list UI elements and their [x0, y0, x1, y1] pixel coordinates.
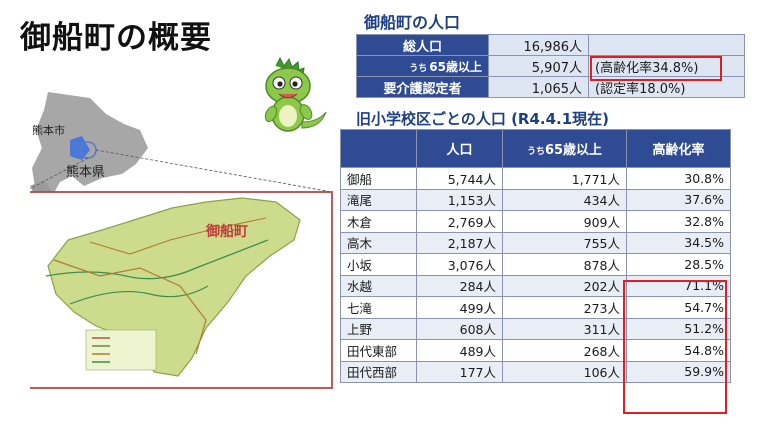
table-row: 田代東部 489人 268人 54.8%	[340, 339, 731, 362]
population-header: 人口	[416, 129, 503, 168]
total-population-note	[588, 34, 745, 56]
elderly-cell: 311人	[502, 317, 627, 340]
rate-cell: 71.1%	[626, 274, 731, 297]
table-row: 滝尾 1,153人 434人 37.6%	[340, 188, 731, 211]
rate-cell: 59.9%	[626, 360, 731, 383]
table-row: 小坂 3,076人 878人 28.5%	[340, 253, 731, 276]
table-row: 木倉 2,769人 909人 32.8%	[340, 210, 731, 233]
elderly-cell: 106人	[502, 360, 627, 383]
table-row: 総人口 16,986人	[356, 34, 745, 56]
rate-cell: 37.6%	[626, 188, 731, 211]
care-certified-value: 1,065人	[488, 76, 589, 98]
map-legend-box	[85, 329, 157, 371]
population-cell: 284人	[416, 274, 503, 297]
total-population-value: 16,986人	[488, 34, 589, 56]
population-cell: 499人	[416, 296, 503, 319]
district-population-table: 人口 うち65歳以上 高齢化率 御船 5,744人 1,771人 30.8% 滝尾 1,…	[340, 129, 731, 383]
area-cell: 滝尾	[340, 188, 417, 211]
area-cell: 上野	[340, 317, 417, 340]
elderly-cell: 268人	[502, 339, 627, 362]
population-cell: 608人	[416, 317, 503, 340]
table-row: 七滝 499人 273人 54.7%	[340, 296, 731, 319]
town-location-map: 熊本市 熊本県 御船町	[30, 90, 340, 390]
population-summary-table: 総人口 16,986人 うち 65歳以上 5,907人 (高齢化率34.8%) 要…	[356, 34, 745, 98]
rate-cell: 28.5%	[626, 253, 731, 276]
callout-line-right	[95, 149, 333, 193]
area-cell: 田代西部	[340, 360, 417, 383]
area-cell: 水越	[340, 274, 417, 297]
population-cell: 5,744人	[416, 167, 503, 190]
table-row: 御船 5,744人 1,771人 30.8%	[340, 167, 731, 190]
certification-rate-note: (認定率18.0%)	[588, 76, 745, 98]
rate-cell: 51.2%	[626, 317, 731, 340]
elderly-header: うち65歳以上	[502, 129, 627, 168]
districts-section-title: 旧小学校区ごとの人口 (R4.4.1現在)	[356, 110, 610, 128]
aging-rate-note: (高齢化率34.8%)	[588, 55, 745, 77]
elderly-cell: 273人	[502, 296, 627, 319]
population-cell: 1,153人	[416, 188, 503, 211]
aging-rate-header: 高齢化率	[626, 129, 731, 168]
table-row: 田代西部 177人 106人 59.9%	[340, 360, 731, 383]
area-header	[340, 129, 417, 168]
table-header-row: 人口 うち65歳以上 高齢化率	[340, 129, 731, 168]
elderly-label: 65歳以上	[429, 59, 482, 74]
area-cell: 木倉	[340, 210, 417, 233]
callout-line-left	[30, 157, 89, 190]
prefecture-label: 熊本県	[66, 164, 105, 180]
population-cell: 489人	[416, 339, 503, 362]
road-line	[89, 217, 267, 255]
elderly-cell: 202人	[502, 274, 627, 297]
table-row: 水越 284人 202人 71.1%	[340, 274, 731, 297]
kumamoto-city-label: 熊本市	[32, 123, 65, 137]
prefecture-shape	[32, 92, 148, 200]
area-cell: 小坂	[340, 253, 417, 276]
page-title: 御船町の概要	[20, 20, 212, 56]
table-row: 高木 2,187人 755人 34.5%	[340, 231, 731, 254]
elderly-label-prefix: うち	[409, 63, 428, 74]
population-cell: 177人	[416, 360, 503, 383]
river-line	[45, 239, 269, 280]
road-line	[53, 259, 207, 355]
elderly-cell: 909人	[502, 210, 627, 233]
area-cell: 高木	[340, 231, 417, 254]
population-cell: 3,076人	[416, 253, 503, 276]
elderly-header-label: 65歳以上	[544, 143, 603, 158]
population-cell: 2,187人	[416, 231, 503, 254]
area-cell: 御船	[340, 167, 417, 190]
rate-cell: 30.8%	[626, 167, 731, 190]
area-cell: 七滝	[340, 296, 417, 319]
table-row: 要介護認定者 1,065人 (認定率18.0%)	[356, 76, 745, 98]
elderly-population-value: 5,907人	[488, 55, 589, 77]
elderly-cell: 755人	[502, 231, 627, 254]
elderly-label-cell: うち 65歳以上	[356, 55, 489, 77]
total-population-label: 総人口	[356, 34, 489, 56]
population-section-title: 御船町の人口	[364, 13, 461, 32]
area-cell: 田代東部	[340, 339, 417, 362]
care-certified-label: 要介護認定者	[356, 76, 489, 98]
river-line	[69, 285, 209, 305]
population-cell: 2,769人	[416, 210, 503, 233]
rate-cell: 32.8%	[626, 210, 731, 233]
elderly-cell: 1,771人	[502, 167, 627, 190]
rate-cell: 54.8%	[626, 339, 731, 362]
mascot-illustration	[246, 56, 332, 136]
table-row: 上野 608人 311人 51.2%	[340, 317, 731, 340]
rate-cell: 54.7%	[626, 296, 731, 319]
town-name-label: 御船町	[205, 223, 248, 240]
elderly-cell: 878人	[502, 253, 627, 276]
rate-cell: 34.5%	[626, 231, 731, 254]
elderly-cell: 434人	[502, 188, 627, 211]
table-row: うち 65歳以上 5,907人 (高齢化率34.8%)	[356, 55, 745, 77]
elderly-header-prefix: うち	[526, 147, 545, 157]
